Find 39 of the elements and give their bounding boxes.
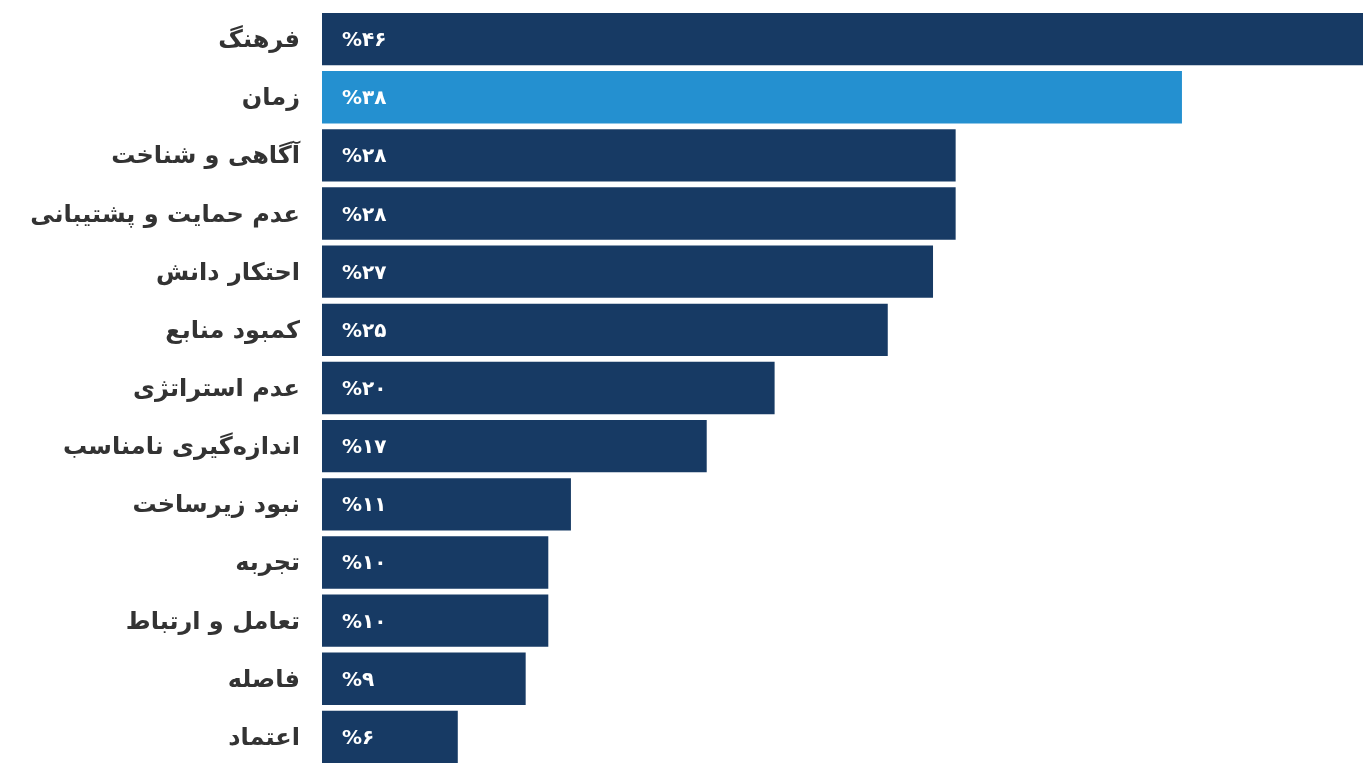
data-label: %۲۸ (342, 201, 387, 226)
data-label: %۹ (342, 666, 375, 691)
y-tick-label: فرهنگ (218, 25, 300, 54)
y-tick-label: عدم استراتژی (133, 374, 300, 402)
data-label: %۲۵ (342, 317, 387, 342)
data-label: %۶ (342, 724, 375, 749)
bar (322, 594, 549, 647)
data-label: %۱۰ (342, 608, 387, 633)
y-tick-label: احتکار دانش (156, 257, 300, 286)
bar (322, 536, 549, 589)
y-tick-label: عدم حمایت و پشتیبانی (30, 199, 300, 228)
data-label: %۳۸ (342, 85, 387, 110)
y-tick-label: فاصله (227, 664, 300, 693)
bar (322, 187, 956, 240)
data-label: %۱۰ (342, 550, 387, 575)
y-tick-label: تعامل و ارتباط (125, 606, 300, 635)
data-label: %۱۷ (342, 434, 387, 459)
data-label: %۱۱ (342, 492, 387, 517)
bar (322, 303, 888, 357)
y-tick-label: کمبود منابع (165, 315, 301, 344)
data-label: %۲۸ (342, 143, 387, 168)
bar (322, 478, 571, 531)
data-label: %۴۶ (342, 27, 387, 52)
y-tick-label: اندازه‌گیری نامناسب (62, 432, 300, 461)
y-tick-label: تجربه (235, 548, 300, 577)
y-tick-label: نبود زیرساخت (132, 490, 300, 519)
y-tick-label: زمان (241, 83, 300, 112)
bar (322, 129, 956, 182)
bar (322, 245, 934, 298)
bar (322, 652, 526, 705)
bar (322, 710, 458, 764)
y-tick-label: اعتماد (228, 722, 300, 751)
data-label: %۲۷ (342, 259, 387, 284)
bar (322, 419, 707, 473)
bar (322, 12, 1363, 66)
bar (322, 361, 775, 415)
bar (322, 71, 1182, 124)
y-tick-label: آگاهی و شناخت (111, 140, 301, 170)
data-label: %۲۰ (342, 376, 387, 400)
